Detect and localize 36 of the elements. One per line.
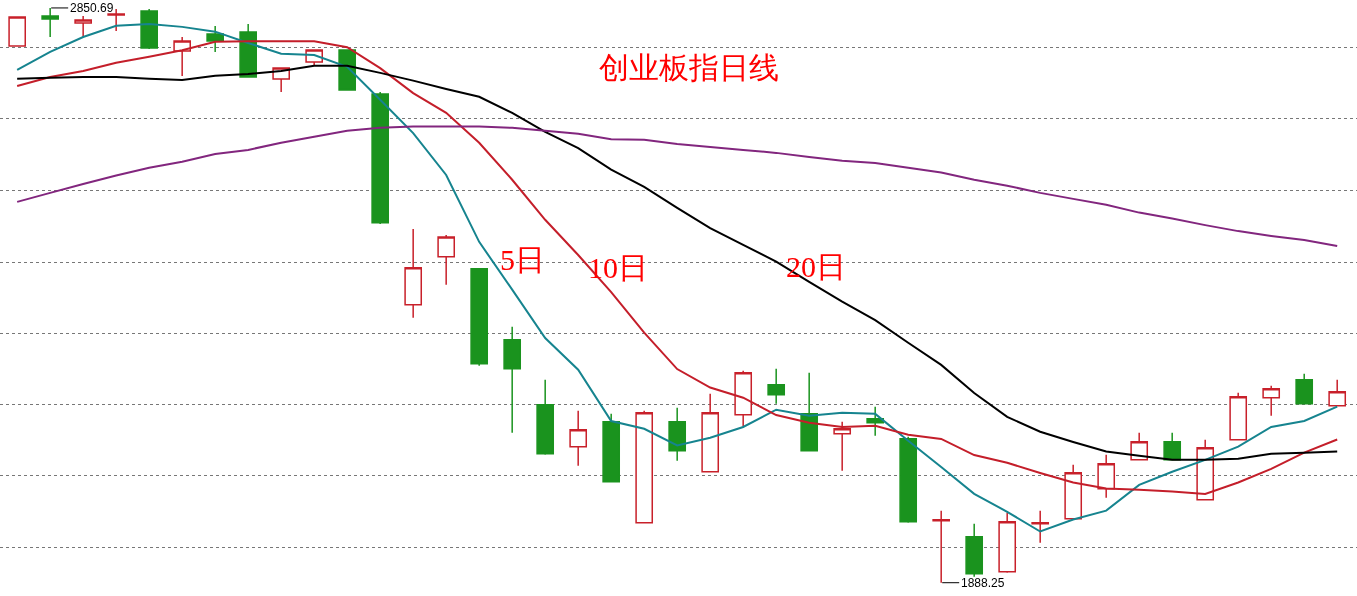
- candlestick: [74, 15, 92, 38]
- candlestick: [470, 268, 489, 367]
- candlestick: [767, 368, 786, 405]
- candlestick: [569, 410, 588, 467]
- candlestick: [1031, 510, 1050, 544]
- series-label: 5日: [500, 243, 545, 276]
- candlestick: [899, 436, 918, 524]
- candlestick: [1130, 432, 1149, 461]
- candlestick: [371, 91, 390, 225]
- annotation: 1888.25: [961, 576, 1005, 590]
- candlestick: [1328, 379, 1347, 407]
- candlestick: [1229, 392, 1248, 441]
- text: 创业板指日线: [599, 51, 780, 85]
- candlestick: [866, 406, 885, 437]
- candlestick: [668, 407, 687, 462]
- candlestick: [437, 234, 456, 286]
- series-label: 10日: [588, 251, 648, 284]
- candlestick: [536, 379, 555, 456]
- candlestick: [602, 413, 621, 483]
- candlestick: [734, 370, 753, 428]
- candlestick: [404, 228, 423, 319]
- candlestick: [800, 372, 819, 452]
- candlestick: [965, 522, 984, 578]
- candlestick: [833, 421, 852, 472]
- candlestick: [8, 16, 26, 47]
- candlestick: [206, 25, 224, 53]
- candlestick: [1163, 432, 1182, 461]
- candlestick: [503, 326, 522, 434]
- candlestick: [1295, 373, 1314, 405]
- candlestick: [140, 8, 158, 50]
- candlestick: [1262, 385, 1281, 417]
- series-label: 20日: [786, 250, 846, 283]
- annotation: 2850.69: [70, 1, 114, 15]
- candlestick: [635, 410, 654, 524]
- candlestick: [701, 393, 720, 473]
- candlestick: [998, 512, 1017, 574]
